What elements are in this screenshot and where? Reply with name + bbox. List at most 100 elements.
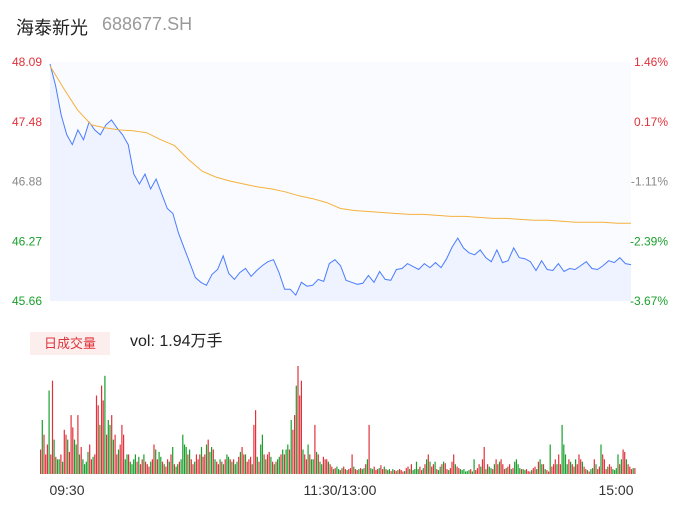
volume-bar	[625, 459, 627, 474]
volume-bar	[187, 454, 189, 474]
volume-bar	[578, 454, 580, 474]
volume-bar	[437, 470, 440, 474]
volume-bar	[449, 468, 451, 474]
volume-bar	[349, 468, 352, 474]
volume-bar	[158, 451, 160, 474]
volume-bar	[53, 439, 55, 474]
volume-bar	[189, 449, 191, 474]
volume-bar	[212, 449, 214, 474]
volume-bar	[426, 459, 428, 474]
volume-bar	[305, 459, 307, 474]
volume-bar	[317, 454, 319, 474]
volume-bar	[310, 459, 313, 474]
volume-bar	[263, 454, 265, 474]
volume-bar	[256, 456, 258, 474]
volume-bar	[183, 444, 186, 474]
volume-bar	[85, 461, 87, 474]
volume-bar	[507, 466, 509, 474]
volume-bar	[304, 454, 306, 474]
volume-bar	[167, 459, 169, 474]
volume-bar	[395, 471, 397, 474]
volume-bar	[300, 380, 302, 474]
volume-bar	[610, 466, 612, 474]
volume-bar	[385, 469, 387, 474]
volume-bar	[436, 469, 438, 474]
volume-bar	[514, 461, 516, 474]
volume-bar	[498, 461, 501, 474]
volume-bar	[453, 454, 455, 474]
volume-badge[interactable]: 日成交量	[30, 332, 110, 355]
volume-bar	[151, 459, 153, 474]
volume-bar	[199, 454, 201, 474]
volume-bar	[336, 466, 338, 474]
volume-bar	[114, 434, 116, 474]
volume-bar	[419, 466, 421, 474]
price-area	[50, 64, 631, 301]
volume-bar	[566, 464, 568, 474]
volume-bar	[487, 464, 489, 474]
volume-bar	[473, 459, 475, 474]
volume-bar	[278, 456, 280, 474]
volume-bar	[575, 459, 577, 474]
volume-bar	[185, 447, 187, 474]
volume-bar	[451, 461, 453, 474]
volume-bar	[424, 464, 426, 474]
volume-bar	[178, 461, 180, 474]
volume-bar	[454, 464, 456, 474]
volume-bar	[542, 464, 545, 474]
volume-bar	[77, 415, 79, 474]
volume-bar	[148, 466, 150, 474]
volume-bar	[620, 459, 622, 474]
volume-bar	[222, 464, 225, 474]
volume-bar	[576, 464, 578, 474]
volume-bar	[378, 468, 380, 474]
volume-bar	[63, 429, 65, 474]
volume-bar	[583, 466, 585, 474]
volume-bar	[522, 469, 524, 474]
volume-bar	[316, 451, 318, 474]
volume-bar	[492, 469, 494, 474]
volume-bar	[107, 420, 109, 474]
volume-bar	[117, 449, 120, 474]
volume-bar	[180, 459, 182, 474]
volume-bar	[490, 468, 492, 474]
volume-bar	[351, 454, 353, 474]
volume-bar	[238, 456, 240, 474]
volume-bar	[444, 463, 446, 474]
volume-bar	[421, 470, 423, 474]
volume-bar	[432, 464, 434, 474]
volume-bar	[292, 429, 294, 474]
volume-bar	[537, 461, 539, 474]
volume-bar	[410, 464, 412, 474]
volume-bar	[415, 461, 418, 474]
volume-bar	[412, 470, 414, 474]
volume-bar	[145, 461, 147, 474]
volume-bar	[55, 456, 57, 474]
volume-bar	[539, 459, 541, 474]
volume-bar	[466, 471, 468, 474]
volume-bar	[129, 461, 131, 474]
y-tick-left: 48.09	[12, 55, 42, 69]
volume-bar	[339, 470, 341, 474]
volume-bar	[84, 464, 86, 474]
volume-bar	[525, 469, 528, 474]
volume-bar	[58, 459, 60, 474]
volume-bar	[153, 444, 155, 474]
y-tick-left: 46.27	[12, 234, 42, 248]
volume-bar	[503, 469, 506, 474]
volume-bar	[497, 464, 499, 474]
volume-bar	[182, 434, 184, 474]
volume-bar	[607, 466, 609, 474]
volume-bar	[602, 454, 604, 474]
volume-bar	[376, 469, 379, 474]
volume-bar	[224, 459, 226, 474]
volume-bar	[67, 439, 69, 474]
x-tick-label: 15:00	[598, 482, 633, 498]
volume-bar	[520, 469, 523, 474]
volume-bar	[343, 466, 345, 474]
volume-bar	[72, 427, 74, 474]
volume-bar	[422, 468, 424, 474]
volume-bar	[136, 461, 138, 474]
volume-bar	[40, 449, 42, 474]
volume-bar	[536, 469, 538, 474]
